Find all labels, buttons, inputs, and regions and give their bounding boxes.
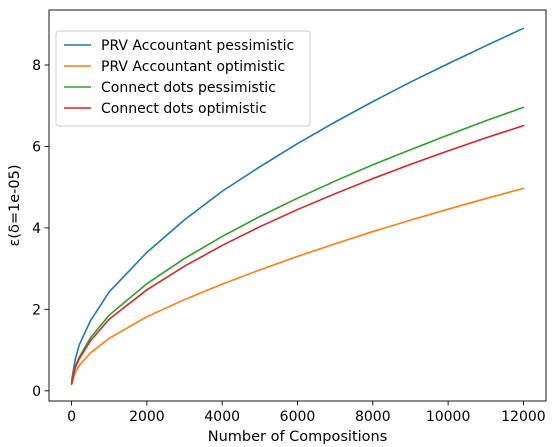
legend-label-3: Connect dots pessimistic [101, 80, 276, 96]
series-line-2 [70, 187, 525, 386]
x-axis-label: Number of Compositions [208, 429, 388, 445]
x-tick-label: 6000 [280, 409, 316, 425]
y-tick-label: 4 [32, 221, 41, 237]
y-tick-label: 2 [32, 302, 41, 318]
y-tick-label: 8 [32, 58, 41, 74]
series-lines [70, 27, 525, 386]
y-tick-label: 6 [32, 139, 41, 155]
legend-label-4: Connect dots optimistic [101, 101, 267, 117]
y-axis-label: ε(δ=1e-05) [7, 164, 23, 246]
series-line-4 [70, 124, 525, 385]
legend: PRV Accountant pessimistic PRV Accountant… [55, 30, 311, 127]
x-tick-label: 2000 [129, 409, 165, 425]
axes: 0 2000 4000 6000 8000 10000 12000 0 2 4 6 8 [32, 9, 547, 425]
x-tick-label: 10000 [426, 409, 471, 425]
x-tick-label: 8000 [355, 409, 391, 425]
x-tick-label: 0 [67, 409, 76, 425]
legend-label-2: PRV Accountant optimistic [101, 59, 285, 75]
y-tick-label: 0 [32, 384, 41, 400]
x-tick-label: 4000 [204, 409, 240, 425]
x-tick-label: 12000 [501, 409, 546, 425]
legend-label-1: PRV Accountant pessimistic [101, 38, 294, 54]
series-line-1 [70, 27, 525, 382]
legend-box [55, 30, 311, 127]
